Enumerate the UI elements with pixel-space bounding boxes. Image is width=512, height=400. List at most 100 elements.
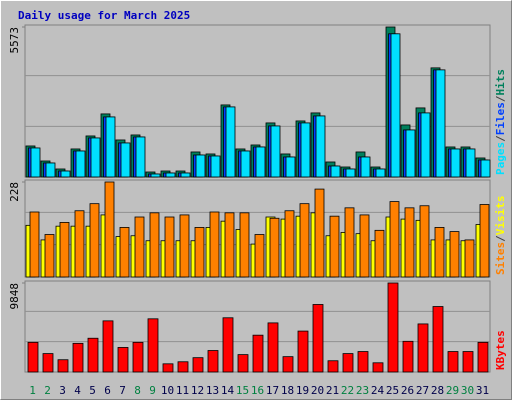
legend-entry: KBytes (494, 330, 507, 370)
bar (285, 156, 296, 178)
bar (149, 212, 160, 278)
bar (345, 168, 356, 178)
bar (372, 362, 384, 373)
bar (299, 203, 310, 278)
bar (330, 165, 341, 178)
x-tick-label: 6 (104, 384, 111, 397)
legend: KBytes (494, 330, 507, 370)
bar (120, 142, 131, 178)
x-tick-label: 20 (311, 384, 324, 397)
x-tick-label: 4 (74, 384, 81, 397)
bar (300, 122, 311, 178)
bar (177, 361, 189, 373)
bar (389, 201, 400, 278)
legend: Sites/Visits (494, 196, 507, 276)
bar (405, 129, 416, 178)
legend-entry: Files (494, 102, 507, 135)
chart-title: Daily usage for March 2025 (18, 9, 190, 22)
bar (180, 172, 191, 178)
x-tick-label: 14 (221, 384, 235, 397)
legend-separator: / (494, 135, 507, 142)
legend-entry: Sites (494, 242, 507, 275)
x-tick-label: 26 (401, 384, 414, 397)
bar (360, 156, 371, 178)
bar (464, 239, 475, 278)
bar (297, 330, 309, 373)
bar (207, 350, 219, 373)
bar (314, 188, 325, 278)
bar (29, 211, 40, 278)
bar (102, 320, 114, 373)
bar (194, 227, 205, 278)
legend-entry: Hits (494, 69, 507, 96)
bar (57, 359, 69, 373)
bar (165, 172, 176, 178)
bar (329, 215, 340, 278)
bar (327, 360, 339, 373)
y-tick-label: 228 (8, 182, 21, 202)
x-tick-label: 27 (416, 384, 429, 397)
bar (432, 306, 444, 373)
x-tick-label: 30 (461, 384, 474, 397)
bar (44, 234, 55, 278)
bar (134, 216, 145, 278)
x-tick-label: 5 (89, 384, 96, 397)
bar (480, 159, 491, 178)
bar (375, 168, 386, 178)
x-tick-label: 11 (176, 384, 189, 397)
bar (90, 137, 101, 178)
bar (387, 282, 399, 373)
bar (434, 227, 445, 278)
x-tick-label: 8 (134, 384, 141, 397)
bar (252, 334, 264, 373)
bar (462, 351, 474, 373)
bar (284, 210, 295, 278)
bar (72, 342, 84, 373)
bar (150, 173, 161, 178)
x-tick-label: 25 (386, 384, 399, 397)
bar (74, 210, 85, 278)
legend: Pages/Files/Hits (494, 69, 507, 175)
x-tick-label: 1 (29, 384, 36, 397)
bar (195, 154, 206, 178)
bar (254, 234, 265, 278)
bar (89, 203, 100, 278)
bar (420, 112, 431, 178)
bar (162, 363, 174, 373)
bar (119, 227, 130, 278)
bar (449, 231, 460, 278)
bar (374, 229, 385, 278)
bar (477, 341, 489, 373)
x-tick-label: 12 (191, 384, 204, 397)
bar (224, 212, 235, 278)
bar (30, 147, 41, 178)
x-tick-label: 31 (476, 384, 489, 397)
bar (59, 222, 70, 278)
bar (104, 181, 115, 278)
x-tick-label: 18 (281, 384, 294, 397)
bar (315, 115, 326, 178)
bar (255, 146, 266, 178)
x-tick-label: 15 (236, 384, 249, 397)
bar (417, 323, 429, 373)
bar (117, 347, 129, 373)
bar (419, 205, 430, 278)
bar (27, 341, 39, 373)
bar (164, 216, 175, 278)
bar (344, 207, 355, 278)
bar (402, 340, 414, 373)
bar (135, 136, 146, 178)
bar (240, 150, 251, 178)
bar (179, 214, 190, 278)
x-tick-label: 10 (161, 384, 174, 397)
bar (312, 304, 324, 373)
bar (269, 217, 280, 278)
bar (479, 204, 490, 278)
x-tick-label: 7 (119, 384, 126, 397)
bar (132, 341, 144, 373)
bar (225, 106, 236, 178)
x-tick-label: 9 (149, 384, 156, 397)
bar (60, 170, 71, 178)
bar (237, 354, 249, 373)
